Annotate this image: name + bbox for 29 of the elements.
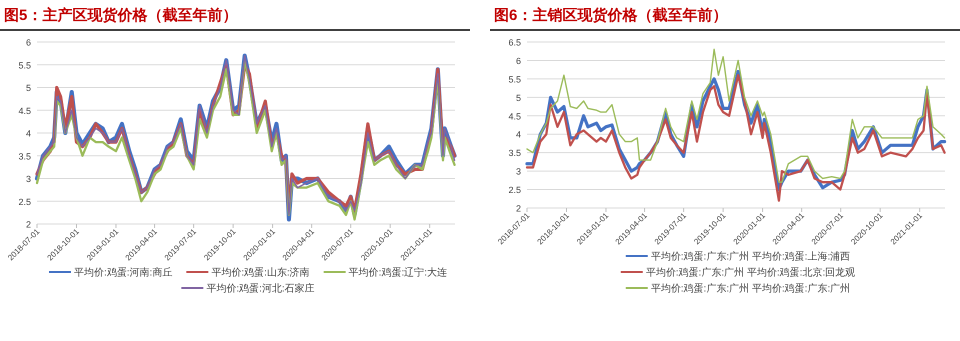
legend-label: 平均价:鸡蛋:广东:广州 平均价:鸡蛋:北京:回龙观 bbox=[646, 266, 856, 278]
y-tick-label: 2.5 bbox=[508, 185, 521, 196]
y-tick-label: 6 bbox=[516, 56, 521, 66]
y-tick-label: 3.5 bbox=[18, 151, 31, 162]
y-tick-label: 5 bbox=[26, 83, 31, 93]
legend-label: 平均价:鸡蛋:辽宁:大连 bbox=[348, 266, 448, 278]
chart-title: 图6：主销区现货价格（截至年前） bbox=[494, 6, 728, 24]
legend-label: 平均价:鸡蛋:广东:广州 平均价:鸡蛋:上海:浦西 bbox=[650, 250, 850, 262]
y-tick-label: 6 bbox=[26, 38, 31, 48]
y-tick-label: 4 bbox=[26, 128, 31, 138]
y-tick-label: 4.5 bbox=[508, 111, 521, 122]
y-tick-label: 4 bbox=[516, 130, 521, 140]
y-tick-label: 3 bbox=[516, 166, 521, 177]
y-tick-label: 3.5 bbox=[508, 148, 521, 158]
legend-label: 平均价:鸡蛋:河南:商丘 bbox=[74, 266, 172, 278]
y-tick-label: 6.5 bbox=[508, 38, 521, 48]
line-series bbox=[526, 48, 946, 183]
chart-title: 图5：主产区现货价格（截至年前） bbox=[4, 6, 238, 24]
y-tick-label: 5.5 bbox=[508, 74, 521, 84]
legend-label: 平均价:鸡蛋:河北:石家庄 bbox=[206, 282, 315, 294]
y-tick-label: 4.5 bbox=[18, 106, 31, 116]
legend-label: 平均价:鸡蛋:山东:济南 bbox=[211, 266, 310, 278]
y-tick-label: 3 bbox=[26, 174, 31, 184]
y-tick-label: 2 bbox=[516, 204, 521, 214]
y-tick-label: 2 bbox=[26, 220, 31, 230]
y-tick-label: 5.5 bbox=[18, 60, 31, 70]
y-tick-label: 2.5 bbox=[18, 196, 31, 207]
y-tick-label: 5 bbox=[516, 92, 521, 103]
legend-label: 平均价:鸡蛋:广东:广州 平均价:鸡蛋:广东:广州 bbox=[650, 282, 850, 294]
